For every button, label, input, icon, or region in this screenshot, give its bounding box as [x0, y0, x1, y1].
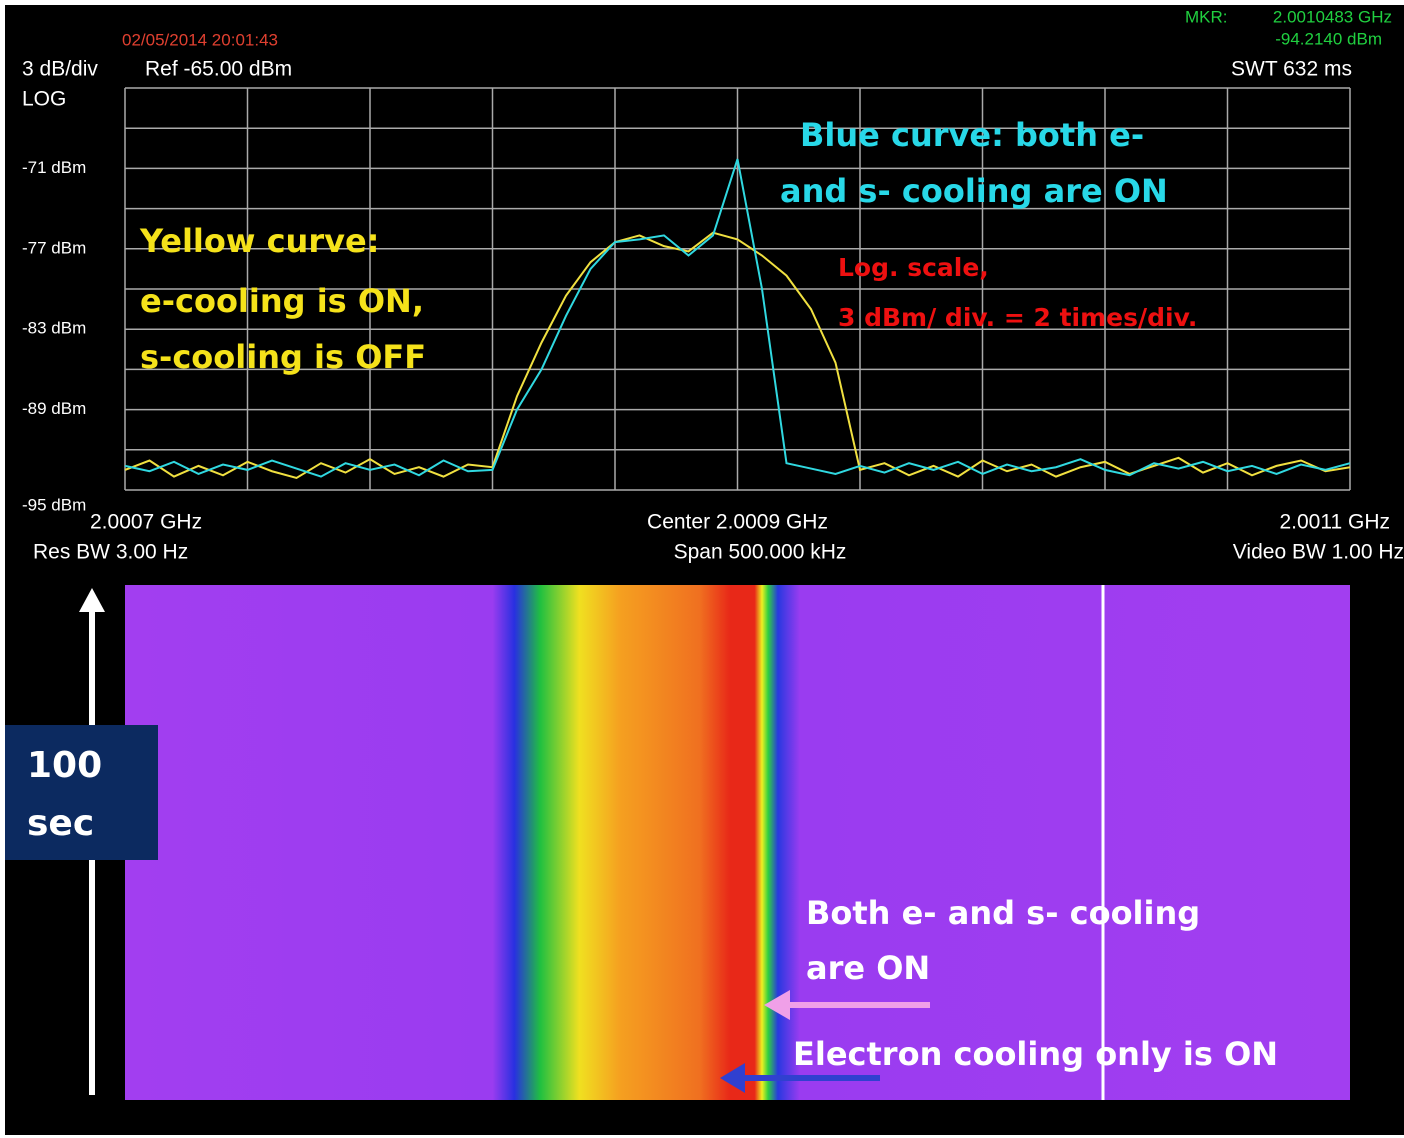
y-tick-label: -83 dBm — [22, 319, 86, 338]
series-line — [124, 158, 1351, 478]
marker-freq: 2.0010483 GHz — [1273, 7, 1392, 26]
annotation: Log. scale, — [838, 253, 989, 282]
swt-label: SWT 632 ms — [1231, 58, 1352, 81]
annotation: Electron cooling only is ON — [793, 1035, 1278, 1073]
annotation: Both e- and s- cooling — [806, 894, 1200, 932]
log-label: LOG — [22, 88, 66, 111]
y-tick-label: -77 dBm — [22, 238, 86, 257]
annotation: Yellow curve: — [139, 222, 379, 260]
time-label: sec — [27, 803, 94, 844]
annotation: are ON — [806, 949, 930, 987]
scale-label: 3 dB/div — [22, 58, 98, 81]
timestamp: 02/05/2014 20:01:43 — [122, 30, 278, 49]
time-box — [5, 725, 158, 860]
marker-level: -94.2140 dBm — [1275, 29, 1382, 48]
x-tick-label: 2.0007 GHz — [90, 511, 202, 534]
annotation: s-cooling is OFF — [140, 338, 426, 376]
y-tick-label: -95 dBm — [22, 495, 86, 514]
x-tick-label: Center 2.0009 GHz — [647, 511, 828, 534]
time-arrow-head — [79, 588, 105, 612]
annotation: Blue curve: both e- — [800, 116, 1144, 154]
annotation: e-cooling is ON, — [140, 282, 424, 320]
span: Span 500.000 kHz — [674, 541, 847, 564]
waterfall — [125, 585, 1350, 1100]
ref-label: Ref -65.00 dBm — [145, 58, 292, 81]
arrow-head — [764, 990, 790, 1020]
marker-label: MKR: — [1185, 7, 1228, 26]
res-bw: Res BW 3.00 Hz — [33, 541, 188, 564]
y-tick-label: -71 dBm — [22, 158, 86, 177]
y-tick-label: -89 dBm — [22, 399, 86, 418]
x-tick-label: 2.0011 GHz — [1279, 511, 1390, 534]
arrow-head — [720, 1063, 745, 1093]
series-line — [124, 231, 1351, 480]
time-label: 100 — [27, 745, 102, 786]
video-bw: Video BW 1.00 Hz — [1233, 541, 1404, 564]
annotation: 3 dBm/ div. = 2 times/div. — [838, 303, 1197, 332]
annotation: and s- cooling are ON — [780, 172, 1168, 210]
